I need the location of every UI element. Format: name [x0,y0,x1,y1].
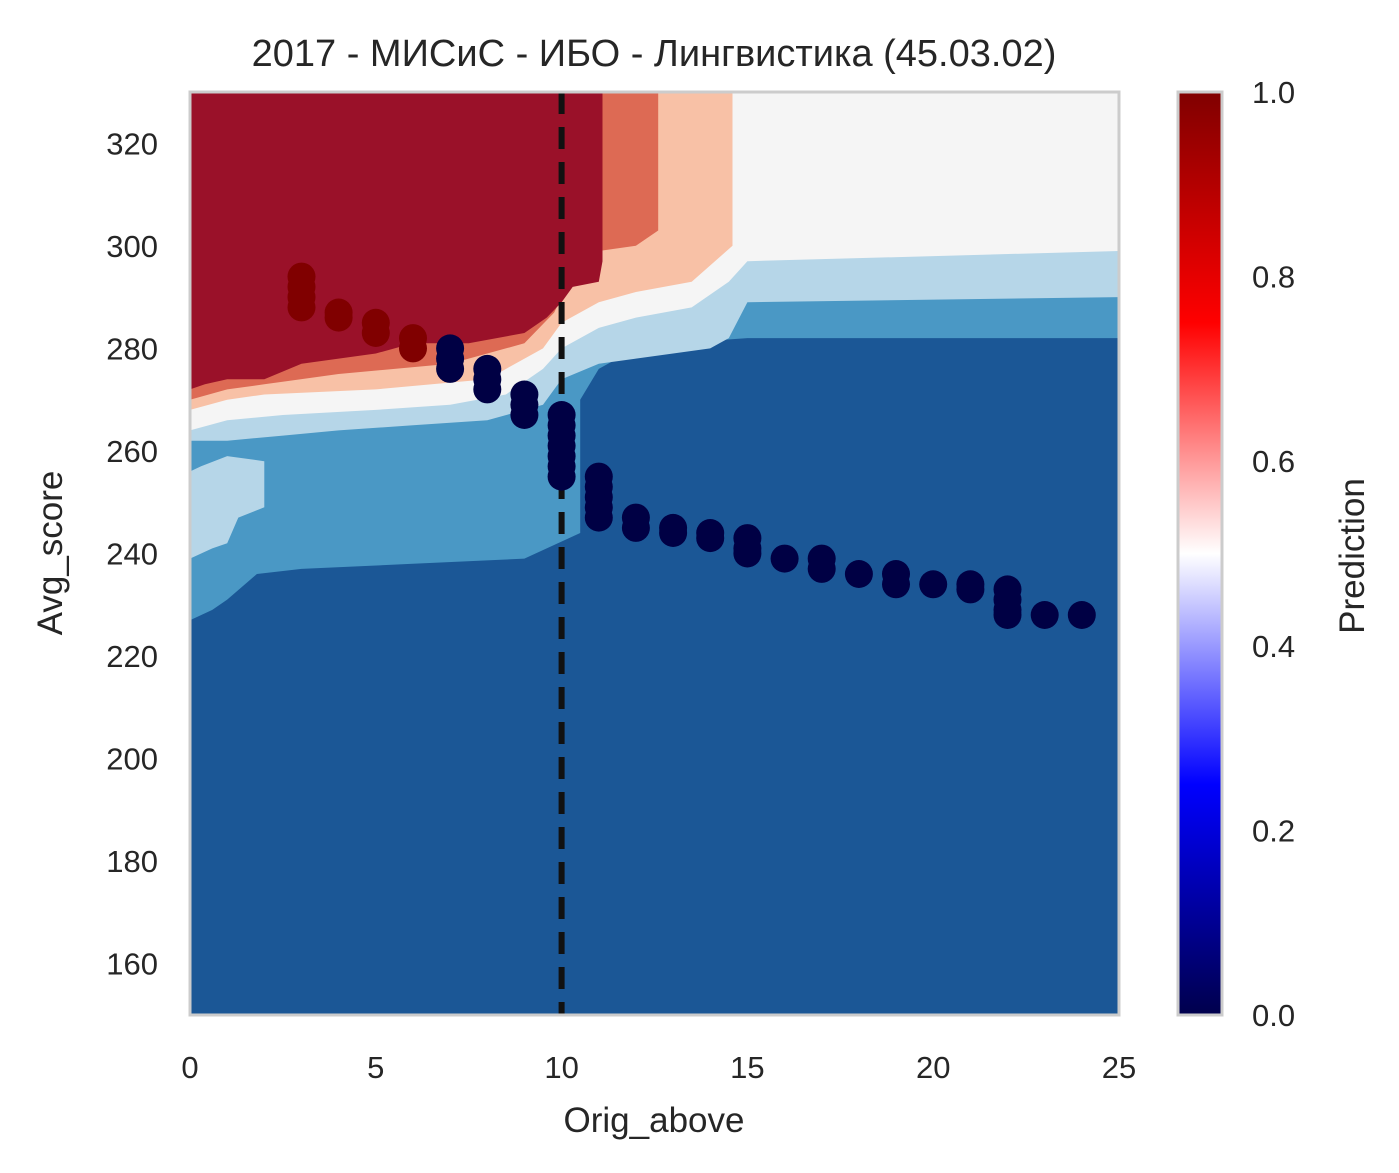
y-tick-label: 320 [106,126,158,161]
point-not-admitted [882,570,910,599]
point-not-admitted [659,519,688,547]
point-admitted [287,293,316,322]
x-tick-label: 5 [367,1050,384,1085]
point-not-admitted [807,554,836,583]
y-tick-label: 260 [106,434,158,469]
y-axis-title: Avg_score [31,471,70,636]
colorbar-gradient [1176,90,1224,1017]
colorbar-tick-label: 0.4 [1252,629,1295,664]
plot-area [190,92,1119,1015]
scatter-points [287,262,1096,629]
x-tick-label: 0 [181,1050,198,1085]
colorbar-tick-labels: 0.0 0.2 0.4 0.6 0.8 1.0 [1252,75,1295,1033]
x-tick-labels: 0 5 10 15 20 25 [181,1050,1136,1085]
colorbar-tick-label: 0.0 [1252,998,1295,1033]
colorbar: 0.0 0.2 0.4 0.6 0.8 1.0 Prediction [1176,75,1372,1033]
point-not-admitted [473,375,502,404]
point-not-admitted [621,513,650,542]
point-not-admitted [1030,601,1059,629]
point-not-admitted [696,524,725,553]
point-not-admitted [584,503,613,532]
point-not-admitted [770,544,799,573]
y-tick-label: 280 [106,331,158,366]
contour-fill [190,92,1119,1015]
point-admitted [399,334,427,363]
contour-band-2 [190,92,265,559]
y-tick-label: 220 [106,639,158,674]
point-not-admitted [1067,601,1096,629]
colorbar-tick-label: 1.0 [1252,75,1295,110]
point-not-admitted [510,401,539,429]
point-not-admitted [547,462,576,491]
x-tick-label: 15 [730,1050,764,1085]
colorbar-tick-label: 0.6 [1252,444,1295,479]
x-tick-label: 20 [916,1050,950,1085]
x-axis-title: Orig_above [564,1101,745,1140]
y-tick-label: 200 [106,742,158,777]
y-tick-label: 300 [106,229,158,264]
y-tick-label: 240 [106,537,158,572]
y-tick-labels: 160 180 200 220 240 260 280 300 320 [106,126,158,981]
y-tick-label: 180 [106,844,158,879]
chart-title: 2017 - МИСиС - ИБО - Лингвистика (45.03.… [252,33,1057,75]
point-not-admitted [919,570,948,599]
point-admitted [324,303,353,332]
colorbar-tick-label: 0.2 [1252,813,1295,848]
x-tick-label: 25 [1102,1050,1136,1085]
point-admitted [361,319,390,347]
plot-frame [188,90,1121,1017]
point-not-admitted [436,354,465,383]
point-not-admitted [844,560,873,588]
colorbar-tick-label: 0.8 [1252,260,1295,295]
y-tick-label: 160 [106,947,158,982]
point-not-admitted [956,575,985,604]
point-not-admitted [993,601,1022,629]
x-tick-label: 10 [544,1050,578,1085]
colorbar-label: Prediction [1333,478,1372,634]
point-not-admitted [733,539,762,568]
